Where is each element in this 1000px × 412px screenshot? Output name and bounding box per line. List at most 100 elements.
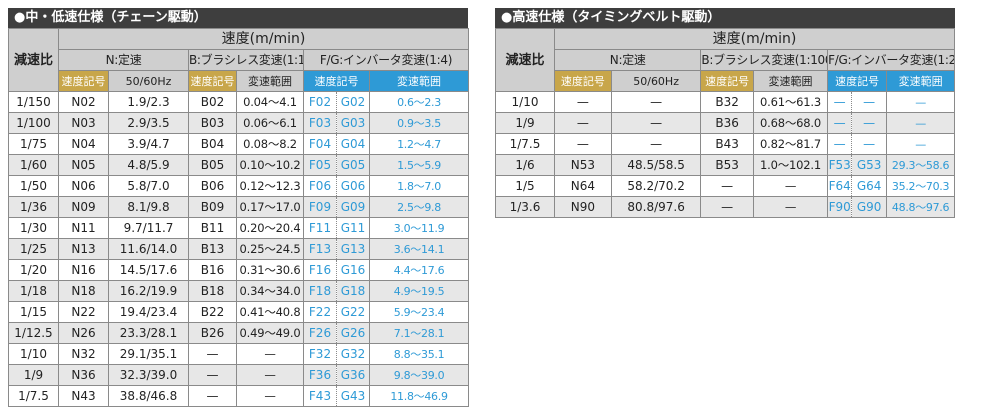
cell-n-code: N32 [58, 343, 109, 365]
table-row: 1/36 N09 8.1/9.8 B09 0.17〜17.0 F09 G09 2.5〜9.8 [8, 196, 470, 218]
cell-g-code: G05 [336, 154, 370, 176]
cell-f-code: — [827, 112, 853, 134]
cell-b-range: 0.17〜17.0 [236, 196, 304, 218]
cell-n-speed: 8.1/9.8 [108, 196, 189, 218]
cell-fg-range: — [886, 91, 955, 113]
cell-b-code: B26 [188, 322, 237, 344]
cell-g-code: G64 [851, 175, 888, 197]
cell-n-speed: 80.8/97.6 [610, 196, 702, 218]
cell-b-code: — [700, 196, 754, 218]
cell-n-code: N43 [58, 385, 109, 407]
cell-g-code: G16 [336, 259, 370, 281]
header-n-freq: 50/60Hz [610, 70, 702, 92]
cell-fg-range: 1.2〜4.7 [368, 133, 470, 155]
cell-b-code: B11 [188, 217, 237, 239]
high-speed-spec-title: ●高速仕様（タイミングベルト駆動） [495, 8, 955, 28]
cell-n-speed: — [610, 112, 702, 134]
table-row: 1/20 N16 14.5/17.6 B16 0.31〜30.6 F16 G16 4.4〜17… [8, 259, 470, 281]
header-b-group: B:ブラシレス変速(1:100) [700, 49, 829, 71]
table-row: 1/30 N11 9.7/11.7 B11 0.20〜20.4 F11 G11 3.0〜11.… [8, 217, 470, 239]
header-ratio: 減速比 [8, 28, 59, 92]
cell-b-range: — [752, 196, 829, 218]
cell-ratio: 1/20 [8, 259, 59, 281]
cell-ratio: 1/100 [8, 112, 59, 134]
cell-ratio: 1/12.5 [8, 322, 59, 344]
cell-ratio: 1/9 [495, 112, 555, 134]
table-row: 1/3.6 N90 80.8/97.6— — F90 G90 48.8〜97.6 [495, 196, 955, 218]
cell-b-code: B32 [700, 91, 754, 113]
header-fg-range: 変速範囲 [886, 70, 955, 92]
cell-g-code: — [851, 91, 888, 113]
cell-f-code: F13 [303, 238, 337, 260]
cell-b-range: 0.41〜40.8 [236, 301, 304, 323]
cell-b-code: B13 [188, 238, 237, 260]
cell-g-code: G11 [336, 217, 370, 239]
cell-g-code: G36 [336, 364, 370, 386]
cell-ratio: 1/25 [8, 238, 59, 260]
cell-n-code: N90 [554, 196, 612, 218]
cell-n-speed: 16.2/19.9 [108, 280, 189, 302]
header-ratio: 減速比 [495, 28, 555, 92]
cell-n-speed: 3.9/4.7 [108, 133, 189, 155]
header-b-code: 速度記号 [188, 70, 237, 92]
cell-n-code: N13 [58, 238, 109, 260]
cell-n-code: N16 [58, 259, 109, 281]
header-speed: 速度(m/min) [554, 28, 955, 50]
cell-ratio: 1/9 [8, 364, 59, 386]
cell-g-code: G53 [851, 154, 888, 176]
cell-n-speed: 32.3/39.0 [108, 364, 189, 386]
cell-g-code: G03 [336, 112, 370, 134]
cell-fg-range: — [886, 112, 955, 134]
cell-g-code: G43 [336, 385, 370, 407]
cell-fg-range: 0.9〜3.5 [368, 112, 470, 134]
header-fg-code: 速度記号 [827, 70, 888, 92]
table-row: 1/7.5 N43 38.8/46.8— — F43 G43 11.8〜46.9 [8, 385, 470, 407]
cell-b-range: 1.0〜102.1 [752, 154, 829, 176]
cell-fg-range: 48.8〜97.6 [886, 196, 955, 218]
cell-f-code: F64 [827, 175, 853, 197]
cell-ratio: 1/150 [8, 91, 59, 113]
cell-fg-range: 35.2〜70.3 [886, 175, 955, 197]
cell-n-speed: 29.1/35.1 [108, 343, 189, 365]
cell-b-range: 0.20〜20.4 [236, 217, 304, 239]
cell-n-speed: 1.9/2.3 [108, 91, 189, 113]
cell-b-range: 0.82〜81.7 [752, 133, 829, 155]
cell-n-code: — [554, 112, 612, 134]
table-row: 1/9— — B36 0.68〜68.0— — — [495, 112, 955, 134]
cell-fg-range: 3.6〜14.1 [368, 238, 470, 260]
cell-b-range: 0.31〜30.6 [236, 259, 304, 281]
header-b-code: 速度記号 [700, 70, 754, 92]
table-row: 1/60 N05 4.8/5.9 B05 0.10〜10.2 F05 G05 1.5〜5.9 [8, 154, 470, 176]
cell-ratio: 1/18 [8, 280, 59, 302]
cell-ratio: 1/5 [495, 175, 555, 197]
cell-b-range: — [236, 343, 304, 365]
cell-ratio: 1/10 [8, 343, 59, 365]
table-row: 1/75 N04 3.9/4.7 B04 0.08〜8.2 F04 G04 1.2〜4.7 [8, 133, 470, 155]
cell-b-code: B05 [188, 154, 237, 176]
header-fg-group: F/G:インバータ変速(1:2) [827, 49, 955, 71]
header-n-code: 速度記号 [554, 70, 612, 92]
cell-f-code: F43 [303, 385, 337, 407]
cell-fg-range: 4.4〜17.6 [368, 259, 470, 281]
table-row: 1/6 N53 48.5/58.5 B53 1.0〜102.1 F53 G53 29.3〜58… [495, 154, 955, 176]
cell-f-code: F09 [303, 196, 337, 218]
cell-b-code: B22 [188, 301, 237, 323]
cell-b-range: — [236, 364, 304, 386]
table-row: 1/10 N32 29.1/35.1— — F32 G32 8.8〜35.1 [8, 343, 470, 365]
low-speed-spec-table: 減速比 速度(m/min) N:定速 B:ブラシレス変速(1:100) F/G:… [8, 28, 470, 407]
cell-ratio: 1/15 [8, 301, 59, 323]
table-row: 1/7.5— — B43 0.82〜81.7— — — [495, 133, 955, 155]
high-speed-spec-table: 減速比 速度(m/min) N:定速 B:ブラシレス変速(1:100) F/G:… [495, 28, 955, 218]
cell-f-code: F06 [303, 175, 337, 197]
cell-ratio: 1/7.5 [495, 133, 555, 155]
cell-b-code: B18 [188, 280, 237, 302]
cell-f-code: — [827, 91, 853, 113]
cell-g-code: G09 [336, 196, 370, 218]
cell-b-range: — [752, 175, 829, 197]
cell-b-code: — [188, 343, 237, 365]
cell-n-speed: 5.8/7.0 [108, 175, 189, 197]
cell-fg-range: 5.9〜23.4 [368, 301, 470, 323]
cell-b-range: 0.10〜10.2 [236, 154, 304, 176]
cell-g-code: — [851, 112, 888, 134]
cell-b-code: B03 [188, 112, 237, 134]
